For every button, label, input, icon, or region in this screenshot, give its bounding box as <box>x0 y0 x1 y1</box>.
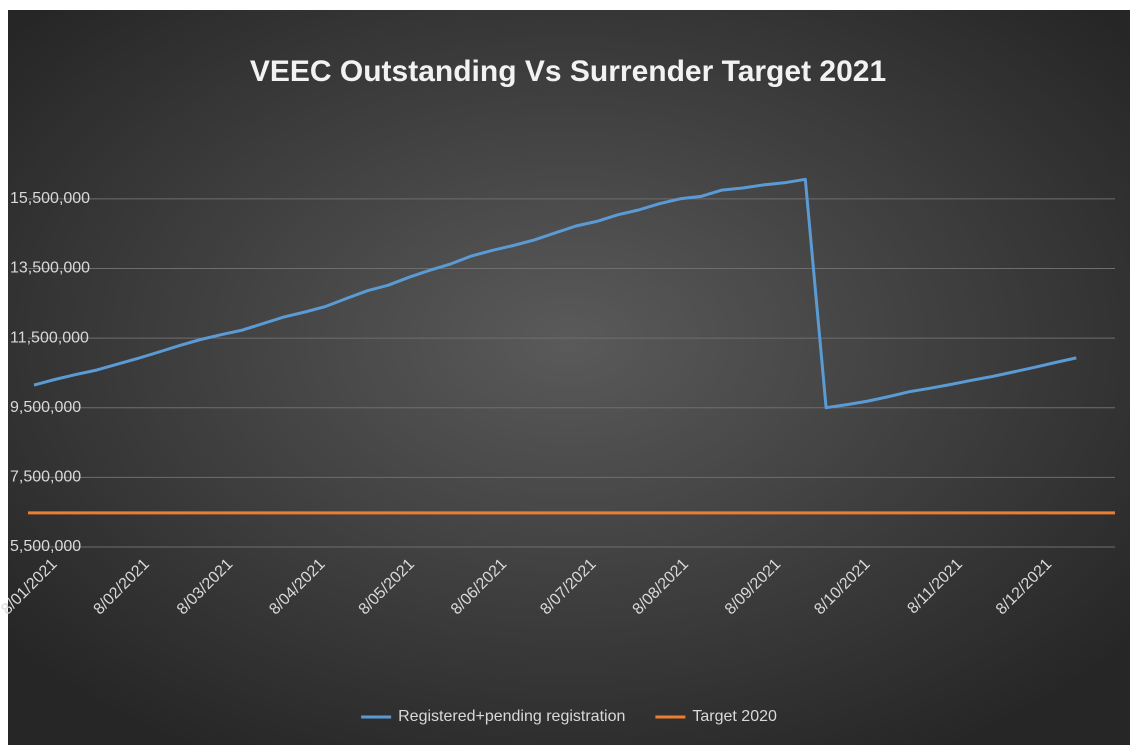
y-tick-label: 9,500,000 <box>10 399 81 416</box>
data-line <box>33 177 1077 410</box>
y-tick-label: 15,500,000 <box>10 190 90 207</box>
y-tick-label: 5,500,000 <box>10 538 81 555</box>
y-tick-label: 11,500,000 <box>10 329 89 346</box>
chart-background <box>8 10 1130 745</box>
y-tick-label: 13,500,000 <box>10 260 90 277</box>
legend-label: Registered+pending registration <box>398 708 625 725</box>
legend-label: Target 2020 <box>692 708 777 725</box>
chart-title: VEEC Outstanding Vs Surrender Target 202… <box>249 55 887 88</box>
y-tick-label: 7,500,000 <box>10 469 81 486</box>
